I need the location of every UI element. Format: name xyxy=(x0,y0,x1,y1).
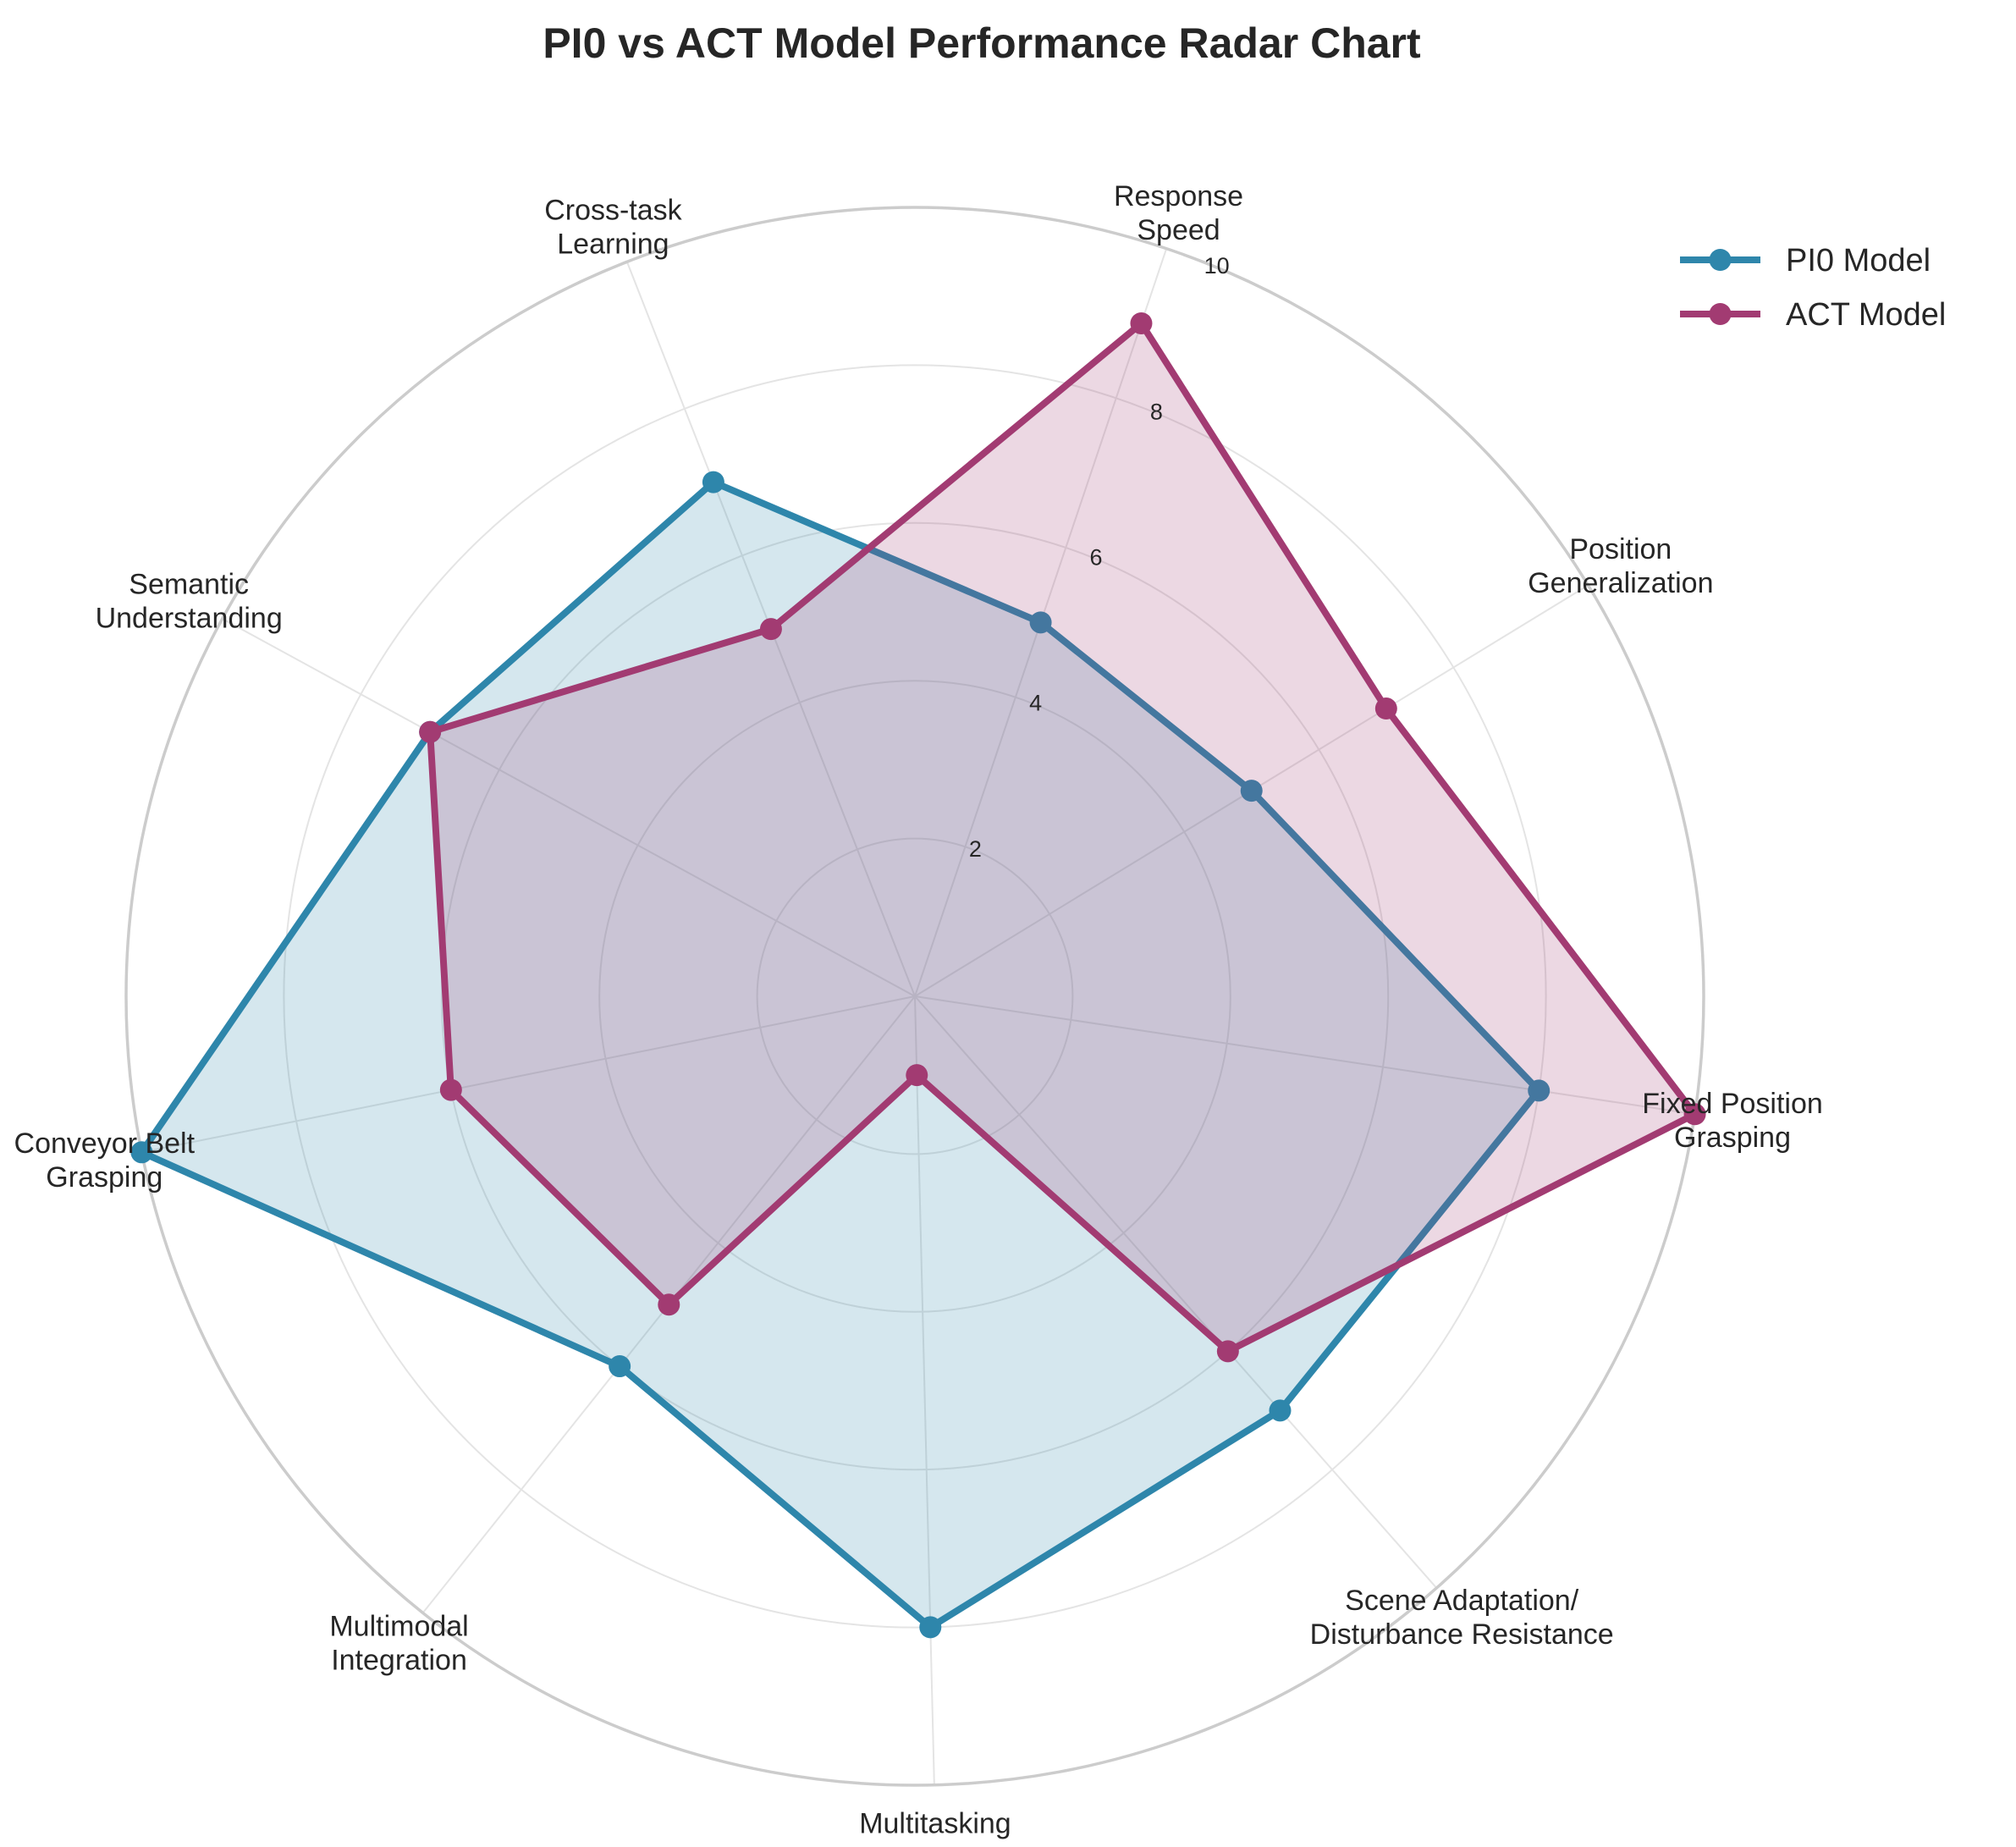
axis-label-line: Multitasking xyxy=(859,1808,1011,1840)
act-model-point-multitasking xyxy=(906,1064,928,1087)
pi0-model-point-multitasking xyxy=(919,1616,942,1639)
axis-label-line: Understanding xyxy=(96,602,283,634)
radial-tick-label-2: 2 xyxy=(969,836,982,862)
grid-circle-4 xyxy=(598,680,1231,1313)
act-model-point-semantic-understanding xyxy=(419,720,442,743)
axis-label-cross-task-learning: Cross-task Learning xyxy=(544,194,682,260)
axis-label-line: Response xyxy=(1114,180,1243,212)
spoke-conveyor-belt-grasping xyxy=(141,995,916,1154)
axis-label-fixed-position-grasping: Fixed Position Grasping xyxy=(1642,1088,1823,1154)
axis-label-multimodal-integration: Multimodal Integration xyxy=(329,1611,468,1677)
act-model-point-fixed-position-grasping xyxy=(1683,1103,1706,1126)
grid-circle-2 xyxy=(756,837,1074,1155)
pi0-model-point-cross-task-learning xyxy=(702,471,724,493)
radial-tick-label-8: 8 xyxy=(1150,399,1163,424)
pi0-model-point-multimodal-integration xyxy=(609,1355,631,1378)
act-model-point-position-generalization xyxy=(1374,697,1397,720)
act-model-line xyxy=(427,320,1699,1355)
pi0-model-point-scene-adaptation-disturbance-resistance xyxy=(1269,1399,1292,1422)
radial-tick-labels: 2 4 6 8 10 xyxy=(969,253,1230,862)
spoke-multitasking xyxy=(914,995,935,1785)
axis-label-line: Speed xyxy=(1137,214,1220,246)
axis-label-line: Grasping xyxy=(46,1161,162,1194)
chart-title: PI0 vs ACT Model Performance Radar Chart xyxy=(543,19,1421,67)
axis-label-position-generalization: Position Generalization xyxy=(1528,533,1713,599)
act-model-point-response-speed xyxy=(1130,312,1153,334)
pi0-model-point-position-generalization xyxy=(1240,780,1263,802)
spoke-fixed-position-grasping xyxy=(914,995,1695,1116)
radar-grid xyxy=(124,206,1705,1787)
spoke-scene-adaptation-disturbance-resistance xyxy=(914,995,1438,1589)
act-model-area xyxy=(430,323,1695,1352)
axis-label-line: Conveyor Belt xyxy=(14,1127,196,1160)
act-model-point-cross-task-learning xyxy=(759,618,782,641)
axis-label-line: Cross-task xyxy=(544,194,682,226)
pi0-model-point-response-speed xyxy=(1029,611,1052,634)
axis-label-response-speed: Response Speed xyxy=(1114,180,1243,246)
axis-label-conveyor-belt-grasping: Conveyor Belt Grasping xyxy=(14,1127,196,1194)
radial-tick-label-6: 6 xyxy=(1089,544,1102,570)
grid-circle-6 xyxy=(440,521,1390,1471)
act-model-point-multimodal-integration xyxy=(658,1293,680,1316)
axis-label-line: Semantic xyxy=(129,568,249,600)
legend-label-pi0-model: PI0 Model xyxy=(1786,243,1931,278)
axis-label-line: Fixed Position xyxy=(1642,1088,1823,1120)
axis-label-semantic-understanding: Semantic Understanding xyxy=(96,568,283,634)
act-model-point-scene-adaptation-disturbance-resistance xyxy=(1216,1340,1239,1363)
axis-label-multitasking: Multitasking xyxy=(859,1808,1011,1840)
axis-label-line: Grasping xyxy=(1674,1122,1791,1154)
axis-label-line: Scene Adaptation/ xyxy=(1345,1585,1579,1617)
axis-label-line: Position xyxy=(1569,533,1672,565)
pi0-model-line xyxy=(138,478,1543,1631)
axis-label-line: Learning xyxy=(557,228,669,260)
series-layer xyxy=(130,312,1706,1639)
pi0-model-area xyxy=(141,482,1540,1628)
legend-marker-act-model xyxy=(1709,303,1732,325)
spoke-semantic-understanding xyxy=(222,618,916,997)
axis-label-line: Disturbance Resistance xyxy=(1310,1618,1614,1651)
axis-label-line: Generalization xyxy=(1528,567,1713,599)
legend-label-act-model: ACT Model xyxy=(1786,297,1946,333)
pi0-model-point-fixed-position-grasping xyxy=(1528,1079,1551,1102)
legend-marker-pi0-model xyxy=(1709,249,1732,271)
axis-label-line: Integration xyxy=(331,1645,467,1677)
radial-tick-label-4: 4 xyxy=(1029,691,1042,716)
axis-label-scene-adaptation-disturbance-resistance: Scene Adaptation/Disturbance Resistance xyxy=(1310,1585,1614,1651)
grid-circle-8 xyxy=(283,364,1547,1629)
pi0-model-point-conveyor-belt-grasping xyxy=(130,1141,153,1164)
legend: PI0 Model ACT Model xyxy=(1680,243,1946,333)
outer-frame-circle xyxy=(124,206,1705,1787)
axis-label-line: Multimodal xyxy=(329,1611,468,1643)
radial-tick-label-10: 10 xyxy=(1204,253,1230,278)
act-model-point-conveyor-belt-grasping xyxy=(439,1078,462,1101)
